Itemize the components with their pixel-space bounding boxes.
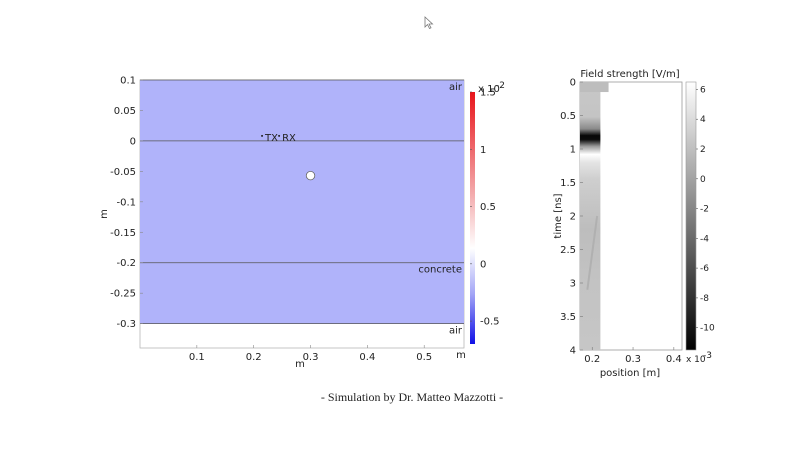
field-y-label: time [ns] — [553, 193, 564, 238]
field-diagonal-feature — [586, 215, 599, 290]
field-x-tick-label: 0.2 — [584, 354, 600, 365]
domain-x-tick-label: 0.1 — [189, 352, 205, 363]
domain-y-tick-label: -0.2 — [116, 258, 136, 269]
field-y-tick-label: 2 — [570, 212, 576, 223]
mouse-cursor-icon — [424, 16, 434, 30]
domain-y-tick-label: -0.15 — [110, 228, 136, 239]
field-y-tick-label: 3.5 — [560, 312, 576, 323]
field-y-tick-label: 4 — [570, 346, 576, 357]
domain-y-tick-label: 0.1 — [120, 76, 136, 87]
region-label: air — [449, 326, 463, 337]
field-colorbar-gradient — [685, 81, 697, 351]
domain-panel: air concrete air TX RX 0.1 0.05 0 -0.05 -0.1 -0.… — [99, 76, 466, 371]
field-colorbar-ticks: 6 4 2 0 -2 -4 -6 -8 -10 — [696, 85, 715, 334]
domain-x-tick-label: 0.2 — [246, 352, 262, 363]
field-x-label: position [m] — [600, 368, 660, 379]
field-colorbar-tick-label: 2 — [700, 145, 706, 155]
domain-y-tick-label: -0.3 — [116, 319, 136, 330]
field-strip — [580, 82, 601, 350]
field-y-tick-label: 2.5 — [560, 245, 576, 256]
field-colorbar-tick-label: 4 — [700, 115, 706, 125]
field-x-tick-label: 0.3 — [625, 354, 641, 365]
domain-colorbar-tick-label: -0.5 — [480, 317, 500, 328]
field-colorbar-tick-label: -6 — [700, 264, 709, 274]
field-y-tick-label: 0.5 — [560, 111, 576, 122]
domain-y-tick-label: -0.1 — [116, 197, 136, 208]
field-colorbar-tick-label: -4 — [700, 234, 709, 244]
field-y-tick-label: 1.5 — [560, 178, 576, 189]
field-title: Field strength [V/m] — [580, 69, 679, 80]
domain-x-ticks: 0.1 0.2 0.3 0.4 0.5 — [189, 345, 432, 363]
domain-x-unit: m — [456, 350, 466, 361]
antenna-marker — [278, 134, 281, 137]
region-label: air — [449, 82, 463, 93]
field-x-tick-label: 0.4 — [666, 354, 682, 365]
antenna-label: TX — [264, 133, 278, 144]
field-colorbar-tick-label: 6 — [700, 85, 706, 95]
domain-field — [140, 80, 464, 324]
field-y-ticks: 0 0.5 1 1.5 2 2.5 3 3.5 4 — [560, 78, 583, 357]
domain-colorbar-tick-label: 0.5 — [480, 202, 496, 213]
domain-colorbar-tick-label: 1 — [480, 145, 486, 156]
antenna-marker — [261, 134, 264, 137]
field-y-tick-label: 1 — [570, 145, 576, 156]
domain-colorbar-gradient — [470, 92, 475, 344]
svg-text:x 10: x 10 — [478, 84, 500, 95]
domain-x-label: m — [295, 359, 305, 370]
field-y-tick-label: 3 — [570, 279, 576, 290]
domain-y-ticks: 0.1 0.05 0 -0.05 -0.1 -0.15 -0.2 -0.25 -0.3 — [110, 76, 143, 330]
caption: - Simulation by Dr. Matteo Mazzotti - — [320, 390, 504, 404]
svg-text:-2: -2 — [496, 81, 505, 91]
field-colorbar-exponent: x 10 -3 — [686, 351, 712, 365]
field-colorbar-tick-label: -8 — [700, 294, 709, 304]
inclusion-circle — [305, 170, 316, 181]
field-colorbar-tick-label: -10 — [700, 324, 715, 334]
field-y-tick-label: 0 — [570, 78, 576, 89]
domain-y-tick-label: 0.05 — [114, 106, 136, 117]
region-label: concrete — [418, 265, 462, 276]
domain-colorbar-tick-label: 1.5 — [480, 88, 496, 99]
field-colorbar: 6 4 2 0 -2 -4 -6 -8 -10 x 10 -3 — [685, 81, 715, 365]
field-panel: Field strength [V/m] 0 0.5 1 1.5 2 2.5 3 3.5 4 0… — [553, 69, 683, 379]
domain-y-tick-label: -0.05 — [110, 167, 136, 178]
field-colorbar-tick-label: 0 — [700, 175, 706, 185]
domain-colorbar: x 10 -2 1.5 1 0.5 0 -0.5 — [470, 81, 505, 344]
domain-colorbar-tick-label: 0 — [480, 259, 486, 270]
region-labels: air concrete air — [418, 82, 462, 337]
svg-text:x 10: x 10 — [686, 355, 706, 365]
domain-x-tick-label: 0.4 — [359, 352, 375, 363]
antenna-labels: TX RX — [261, 133, 296, 144]
domain-x-tick-label: 0.3 — [303, 352, 319, 363]
domain-colorbar-exponent: x 10 -2 — [478, 81, 505, 95]
domain-colorbar-ticks: 1.5 1 0.5 0 -0.5 — [470, 88, 500, 328]
domain-y-label: m — [99, 209, 110, 219]
field-colorbar-tick-label: -2 — [700, 205, 709, 215]
field-x-ticks: 0.2 0.3 0.4 — [584, 347, 682, 365]
domain-y-tick-label: -0.25 — [110, 289, 136, 300]
svg-text:-3: -3 — [703, 351, 712, 361]
antenna-label: RX — [282, 133, 296, 144]
interface-lines — [140, 79, 464, 325]
field-top-band — [580, 82, 609, 93]
domain-x-tick-label: 0.5 — [416, 352, 432, 363]
domain-y-tick-label: 0 — [130, 136, 136, 147]
